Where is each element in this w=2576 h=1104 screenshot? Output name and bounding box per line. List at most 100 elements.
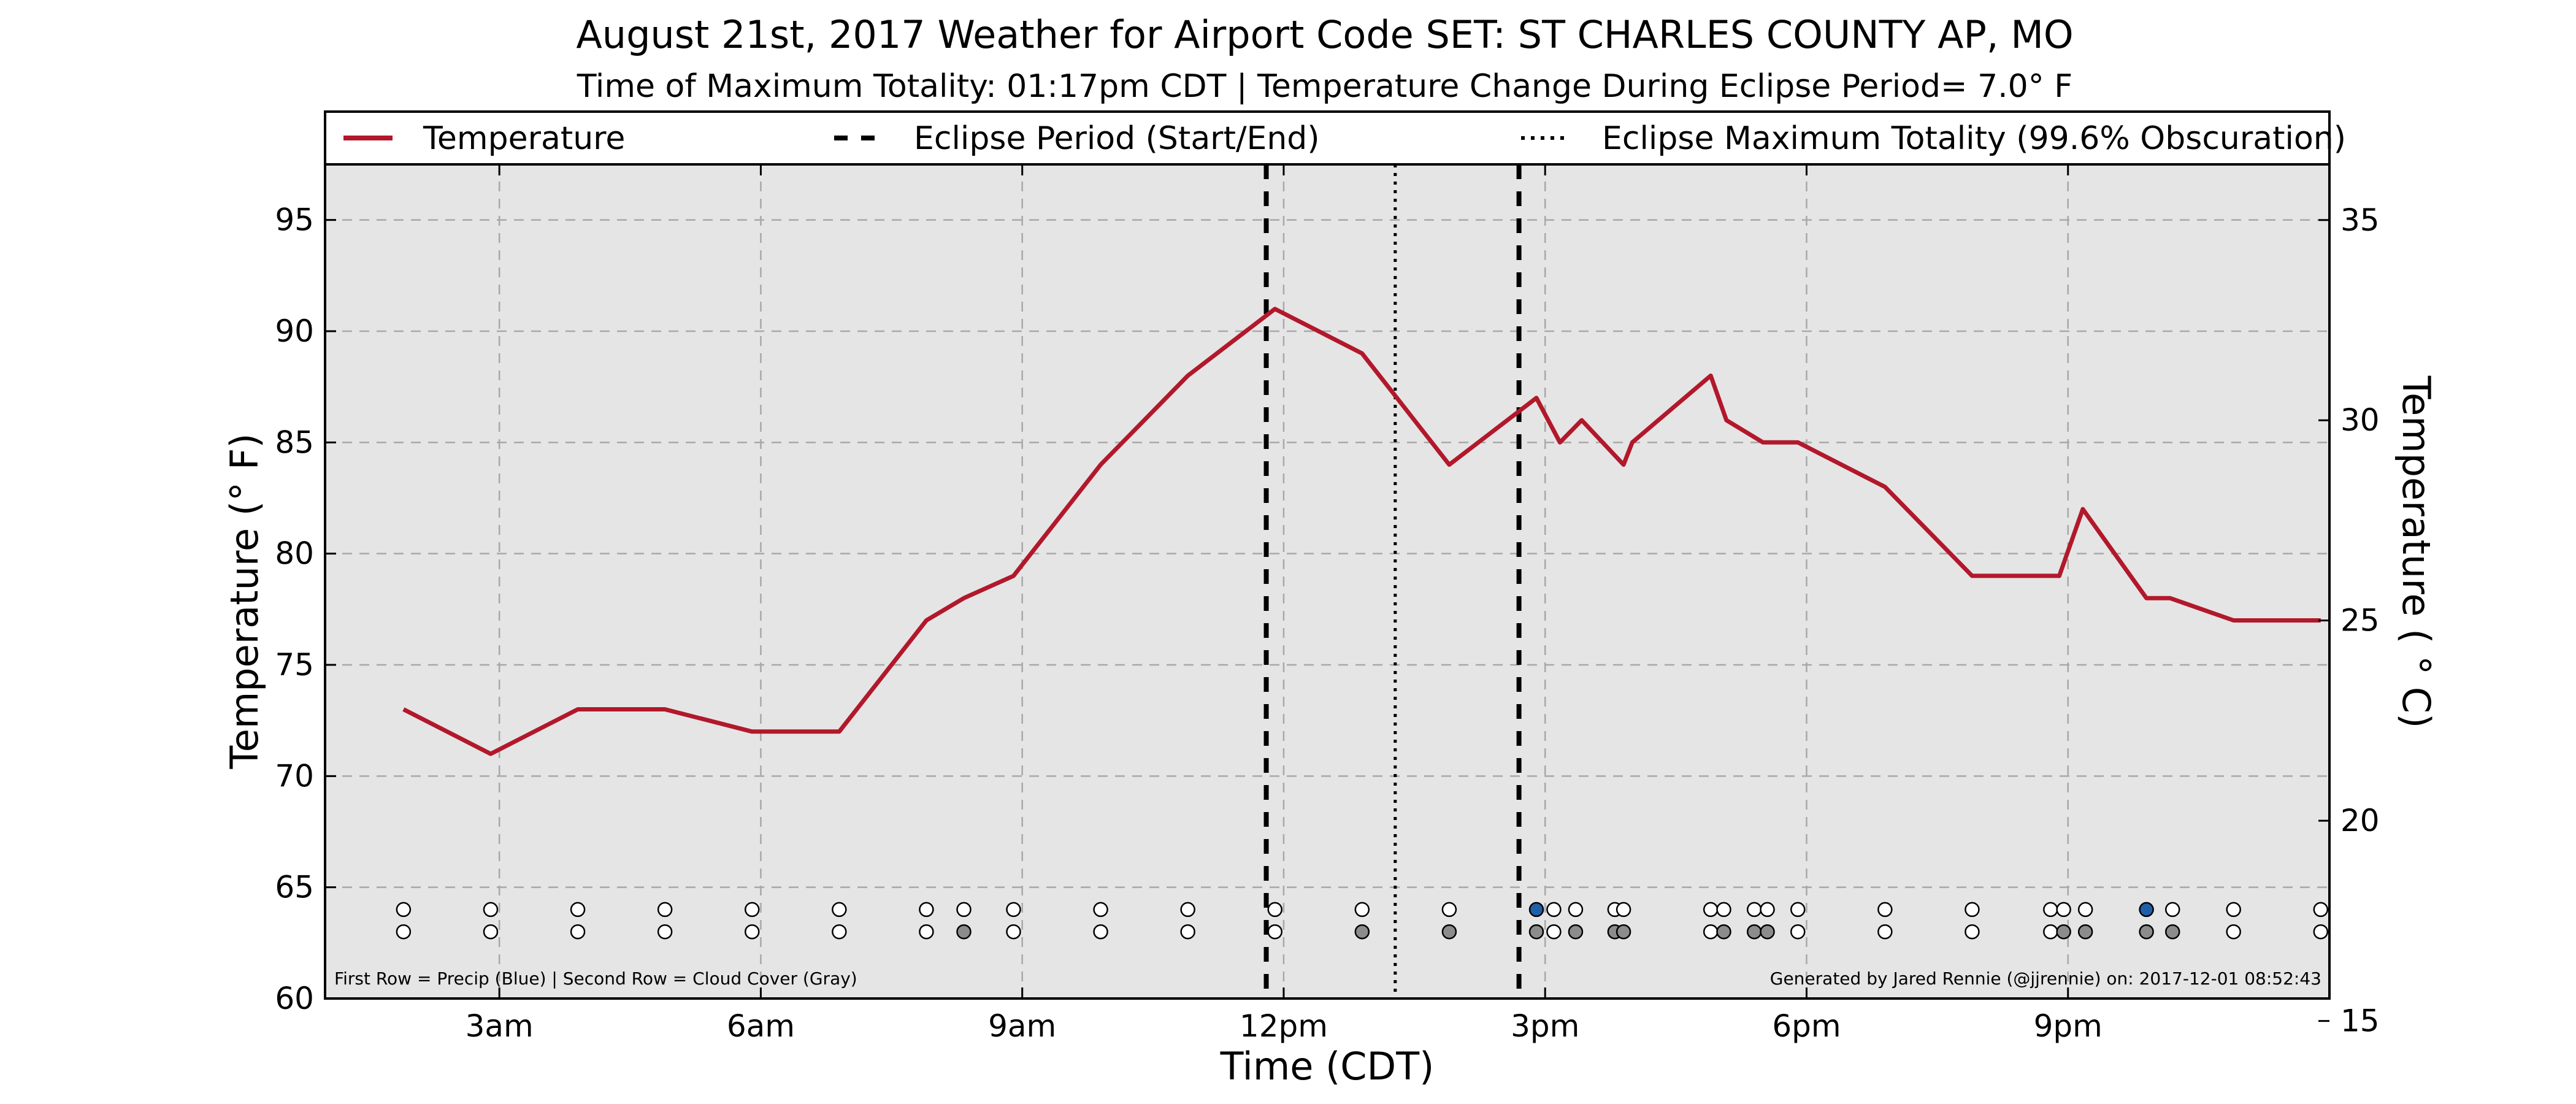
precip-marker bbox=[1568, 902, 1584, 918]
precip-marker bbox=[483, 902, 499, 918]
precip-marker bbox=[1006, 902, 1021, 918]
cloud-cover-marker bbox=[2056, 924, 2071, 940]
precip-marker bbox=[1760, 902, 1775, 918]
precip-marker bbox=[1528, 902, 1544, 918]
cloud-cover-marker bbox=[744, 924, 760, 940]
y-tick-label-left: 80 bbox=[275, 536, 314, 572]
precip-marker bbox=[2056, 902, 2071, 918]
x-tick-label: 3pm bbox=[1511, 1008, 1579, 1044]
precip-marker bbox=[2043, 902, 2058, 918]
cloud-cover-marker bbox=[396, 924, 412, 940]
precip-marker bbox=[1267, 902, 1282, 918]
legend: Temperature Eclipse Period (Start/End) E… bbox=[324, 110, 2346, 166]
cloud-cover-marker bbox=[1441, 924, 1457, 940]
x-tick-label: 12pm bbox=[1240, 1008, 1328, 1044]
precip-marker bbox=[1616, 902, 1631, 918]
y-tick-label-right: 30 bbox=[2340, 402, 2380, 438]
precip-marker bbox=[2139, 902, 2154, 918]
precip-marker bbox=[2077, 902, 2093, 918]
y-axis-label-right: Temperature ( ° C) bbox=[2394, 375, 2439, 729]
y-tick-label-left: 70 bbox=[275, 758, 314, 794]
y-tick-label-left: 90 bbox=[275, 313, 314, 349]
eclipse-lines bbox=[1263, 164, 1522, 999]
precip-marker bbox=[2313, 902, 2329, 918]
plot-background bbox=[325, 164, 2329, 999]
cloud-cover-marker bbox=[1877, 924, 1893, 940]
x-tick-label: 3am bbox=[466, 1008, 534, 1044]
legend-box bbox=[324, 110, 2331, 166]
precip-marker bbox=[396, 902, 412, 918]
x-tick-label: 9pm bbox=[2034, 1008, 2103, 1044]
cloud-cover-marker bbox=[1965, 924, 1980, 940]
x-tick-label: 6am bbox=[727, 1008, 795, 1044]
precip-marker bbox=[1790, 902, 1806, 918]
annotation-generated-by: Generated by Jared Rennie (@jjrennie) on… bbox=[1770, 968, 2321, 989]
cloud-cover-marker bbox=[2077, 924, 2093, 940]
cloud-cover-marker bbox=[1568, 924, 1584, 940]
precip-marker bbox=[2226, 902, 2241, 918]
precip-marker bbox=[2164, 902, 2180, 918]
x-tick-label: 6pm bbox=[1772, 1008, 1841, 1044]
cloud-cover-marker bbox=[1716, 924, 1731, 940]
precip-marker bbox=[1441, 902, 1457, 918]
precip-marker bbox=[1546, 902, 1562, 918]
cloud-cover-marker bbox=[1616, 924, 1631, 940]
temperature-line bbox=[402, 307, 2321, 756]
cloud-cover-marker bbox=[1354, 924, 1370, 940]
y-tick-label-right: 20 bbox=[2340, 803, 2380, 838]
cloud-cover-marker bbox=[1528, 924, 1544, 940]
cloud-cover-marker bbox=[1703, 924, 1719, 940]
observation-markers bbox=[396, 902, 2329, 940]
legend-temperature-label: Temperature bbox=[423, 120, 625, 157]
precip-marker bbox=[1093, 902, 1108, 918]
precip-marker bbox=[1746, 902, 1762, 918]
y-axis-label-left: Temperature (° F) bbox=[222, 433, 267, 769]
cloud-cover-marker bbox=[956, 924, 972, 940]
axes: 3am 6am 9am 12pm 3pm 6pm 9pm 60 65 70 75 80 85 90 95 15… bbox=[275, 163, 2380, 1044]
cloud-cover-marker bbox=[657, 924, 673, 940]
cloud-cover-marker bbox=[2043, 924, 2058, 940]
precip-marker bbox=[1703, 902, 1719, 918]
precip-marker bbox=[1716, 902, 1731, 918]
cloud-cover-marker bbox=[483, 924, 499, 940]
cloud-cover-marker bbox=[2139, 924, 2154, 940]
precip-marker bbox=[1354, 902, 1370, 918]
x-axis-label: Time (CDT) bbox=[1220, 1044, 1435, 1089]
cloud-cover-marker bbox=[1093, 924, 1108, 940]
cloud-cover-marker bbox=[1006, 924, 1021, 940]
y-tick-label-right: 25 bbox=[2340, 603, 2380, 638]
annotation-row-key: First Row = Precip (Blue) | Second Row =… bbox=[334, 968, 857, 989]
precip-marker bbox=[1965, 902, 1980, 918]
legend-eclipse-max-label: Eclipse Maximum Totality (99.6% Obscurat… bbox=[1602, 120, 2346, 157]
y-tick-label-left: 75 bbox=[275, 647, 314, 683]
precip-marker bbox=[832, 902, 847, 918]
cloud-cover-marker bbox=[2226, 924, 2241, 940]
precip-marker bbox=[744, 902, 760, 918]
precip-marker bbox=[919, 902, 934, 918]
y-tick-label-left: 60 bbox=[275, 981, 314, 1016]
cloud-cover-marker bbox=[1546, 924, 1562, 940]
cloud-cover-marker bbox=[570, 924, 586, 940]
precip-marker bbox=[1877, 902, 1893, 918]
cloud-cover-marker bbox=[1180, 924, 1195, 940]
cloud-cover-marker bbox=[2313, 924, 2329, 940]
y-tick-label-right: 15 bbox=[2340, 1003, 2380, 1039]
plot-area bbox=[325, 164, 2329, 999]
cloud-cover-marker bbox=[2164, 924, 2180, 940]
chart-title: August 21st, 2017 Weather for Airport Co… bbox=[576, 12, 2073, 57]
cloud-cover-marker bbox=[919, 924, 934, 940]
cloud-cover-marker bbox=[1760, 924, 1775, 940]
legend-eclipse-period-label: Eclipse Period (Start/End) bbox=[914, 120, 1320, 157]
chart-subtitle: Time of Maximum Totality: 01:17pm CDT | … bbox=[577, 68, 2072, 105]
precip-marker bbox=[570, 902, 586, 918]
y-tick-label-right: 35 bbox=[2340, 202, 2380, 238]
cloud-cover-marker bbox=[832, 924, 847, 940]
cloud-cover-marker bbox=[1746, 924, 1762, 940]
y-tick-label-left: 95 bbox=[275, 202, 314, 238]
precip-marker bbox=[657, 902, 673, 918]
precip-marker bbox=[956, 902, 972, 918]
cloud-cover-marker bbox=[1790, 924, 1806, 940]
precip-marker bbox=[1180, 902, 1195, 918]
x-tick-label: 9am bbox=[988, 1008, 1056, 1044]
